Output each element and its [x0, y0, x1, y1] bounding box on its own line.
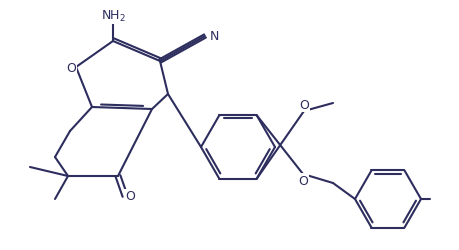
- Text: O: O: [298, 98, 308, 112]
- Text: O: O: [125, 190, 134, 203]
- Text: O: O: [66, 61, 76, 74]
- Text: N: N: [210, 30, 219, 43]
- Text: NH$_2$: NH$_2$: [100, 9, 125, 24]
- Text: O: O: [297, 174, 307, 187]
